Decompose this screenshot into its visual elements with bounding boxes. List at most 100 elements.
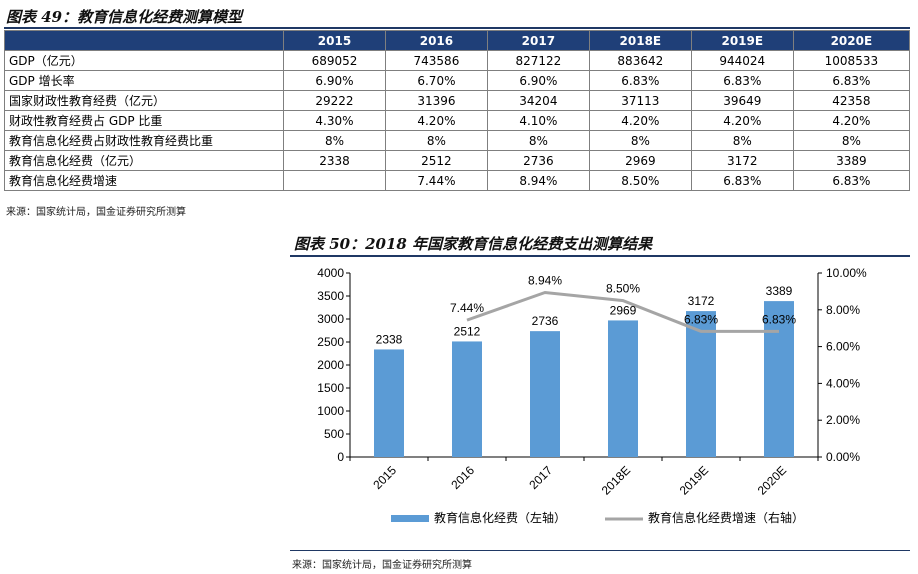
table-title-rule (4, 27, 910, 29)
table-header-cell: 2017 (486, 30, 590, 51)
x-tick-label: 2015 (370, 463, 399, 492)
table-body: GDP（亿元） 689052 743586 827122 883642 944024 100… (4, 50, 911, 191)
table-cell: 8.94% (486, 170, 590, 191)
chart-title-rule (290, 255, 910, 257)
table-cell: 883642 (588, 50, 692, 71)
table-cell: 39649 (690, 90, 794, 111)
line-data-label: 8.50% (606, 282, 640, 296)
y-right-tick-label: 10.00% (826, 266, 867, 280)
table-row: 财政性教育经费占 GDP 比重 4.30% 4.20% 4.10% 4.20% 4.20%… (4, 110, 911, 131)
table-row-label: GDP 增长率 (4, 70, 284, 91)
line-data-label: 6.83% (684, 312, 718, 326)
table-cell: 2969 (588, 150, 692, 171)
x-tick-label: 2018E (599, 463, 633, 497)
growth-line (466, 290, 779, 333)
table-header-row: 2015 2016 2017 2018E 2019E 2020E (4, 30, 911, 51)
y-left-tick-label: 3500 (317, 289, 344, 303)
table-cell: 8% (690, 130, 794, 151)
table-row: 教育信息化经费（亿元） 2338 2512 2736 2969 3172 3389 (4, 150, 911, 171)
table-header-corner (4, 30, 284, 51)
table-cell: 4.20% (690, 110, 794, 131)
y-left-tick-label: 2500 (317, 335, 344, 349)
table-row-label: 教育信息化经费占财政性教育经费比重 (4, 130, 284, 151)
table-header-cell: 2016 (384, 30, 488, 51)
table-row-label: 国家财政性教育经费（亿元） (4, 90, 284, 111)
y-left-tick-label: 500 (324, 427, 344, 441)
table-row: GDP 增长率 6.90% 6.70% 6.90% 6.83% 6.83% 6.83% (4, 70, 911, 91)
legend-bar-label: 教育信息化经费（左轴） (434, 510, 566, 525)
table-row: 国家财政性教育经费（亿元） 29222 31396 34204 37113 39649 42… (4, 90, 911, 111)
y-left-tick-label: 0 (337, 450, 344, 464)
table-cell: 2736 (486, 150, 590, 171)
table-cell: 2512 (384, 150, 488, 171)
table-cell: 827122 (486, 50, 590, 71)
y-left-tick-label: 1000 (317, 404, 344, 418)
bar (608, 320, 638, 457)
bar (452, 341, 482, 457)
y-right-tick-label: 6.00% (826, 340, 860, 354)
table-cell: 8% (384, 130, 488, 151)
table-cell: 6.90% (486, 70, 590, 91)
table-cell: 8% (792, 130, 911, 151)
model-table: 2015 2016 2017 2018E 2019E 2020E GDP（亿元） 68905… (4, 30, 911, 191)
bar-data-label: 3389 (766, 284, 793, 298)
table-row-label: 教育信息化经费增速 (4, 170, 284, 191)
table-row-label: 教育信息化经费（亿元） (4, 150, 284, 171)
table-header-cell: 2015 (283, 30, 386, 51)
bar-data-label: 2736 (532, 314, 559, 328)
table-cell: 3172 (690, 150, 794, 171)
bar-data-label: 2512 (454, 324, 481, 338)
table-cell: 689052 (283, 50, 386, 71)
table-cell: 4.10% (486, 110, 590, 131)
table-cell: 2338 (283, 150, 386, 171)
chart-title: 图表 50：2018 年国家教育信息化经费支出测算结果 (294, 235, 653, 253)
y-left-tick-label: 3000 (317, 312, 344, 326)
legend-line-label: 教育信息化经费增速（右轴） (648, 510, 804, 525)
table-cell: 6.83% (792, 170, 911, 191)
table-cell: 37113 (588, 90, 692, 111)
table-cell: 6.90% (283, 70, 386, 91)
table-cell (283, 170, 386, 191)
table-cell: 6.70% (384, 70, 488, 91)
table-title: 图表 49：教育信息化经费测算模型 (6, 8, 243, 26)
x-tick-label: 2017 (526, 463, 555, 492)
x-tick-label: 2019E (677, 463, 711, 497)
table-cell: 6.83% (690, 170, 794, 191)
y-left-tick-label: 2000 (317, 358, 344, 372)
table-row: 教育信息化经费增速 7.44% 8.94% 8.50% 6.83% 6.83% (4, 170, 911, 191)
table-row-label: 财政性教育经费占 GDP 比重 (4, 110, 284, 131)
y-left-tick-label: 4000 (317, 266, 344, 280)
line-data-label: 8.94% (528, 274, 562, 288)
table-row: GDP（亿元） 689052 743586 827122 883642 944024 100… (4, 50, 911, 71)
y-left-tick-label: 1500 (317, 381, 344, 395)
table-cell: 743586 (384, 50, 488, 71)
table-header-cell: 2019E (690, 30, 794, 51)
x-tick-label: 2016 (448, 463, 477, 492)
legend-bar-swatch (391, 515, 429, 522)
table-cell: 7.44% (384, 170, 488, 191)
table-cell: 6.83% (588, 70, 692, 91)
table-cell: 34204 (486, 90, 590, 111)
table-cell: 29222 (283, 90, 386, 111)
bar-data-label: 2338 (376, 332, 403, 346)
table-cell: 4.20% (588, 110, 692, 131)
table-source: 来源：国家统计局，国金证券研究所测算 (6, 207, 186, 218)
bar (686, 311, 716, 457)
table-row-label: GDP（亿元） (4, 50, 284, 71)
table-cell: 3389 (792, 150, 911, 171)
chart-source: 来源：国家统计局，国金证券研究所测算 (292, 560, 472, 571)
y-right-tick-label: 8.00% (826, 303, 860, 317)
x-tick-label: 2020E (755, 463, 789, 497)
table-cell: 4.20% (792, 110, 911, 131)
y-right-tick-label: 0.00% (826, 450, 860, 464)
table-cell: 8% (283, 130, 386, 151)
table-cell: 8.50% (588, 170, 692, 191)
bar-data-label: 3172 (688, 294, 715, 308)
table-cell: 42358 (792, 90, 911, 111)
line-data-label: 7.44% (450, 301, 484, 315)
bar (374, 349, 404, 457)
chart-bottom-rule (290, 550, 910, 551)
table-cell: 6.83% (792, 70, 911, 91)
bar (764, 301, 794, 457)
y-right-tick-label: 2.00% (826, 413, 860, 427)
